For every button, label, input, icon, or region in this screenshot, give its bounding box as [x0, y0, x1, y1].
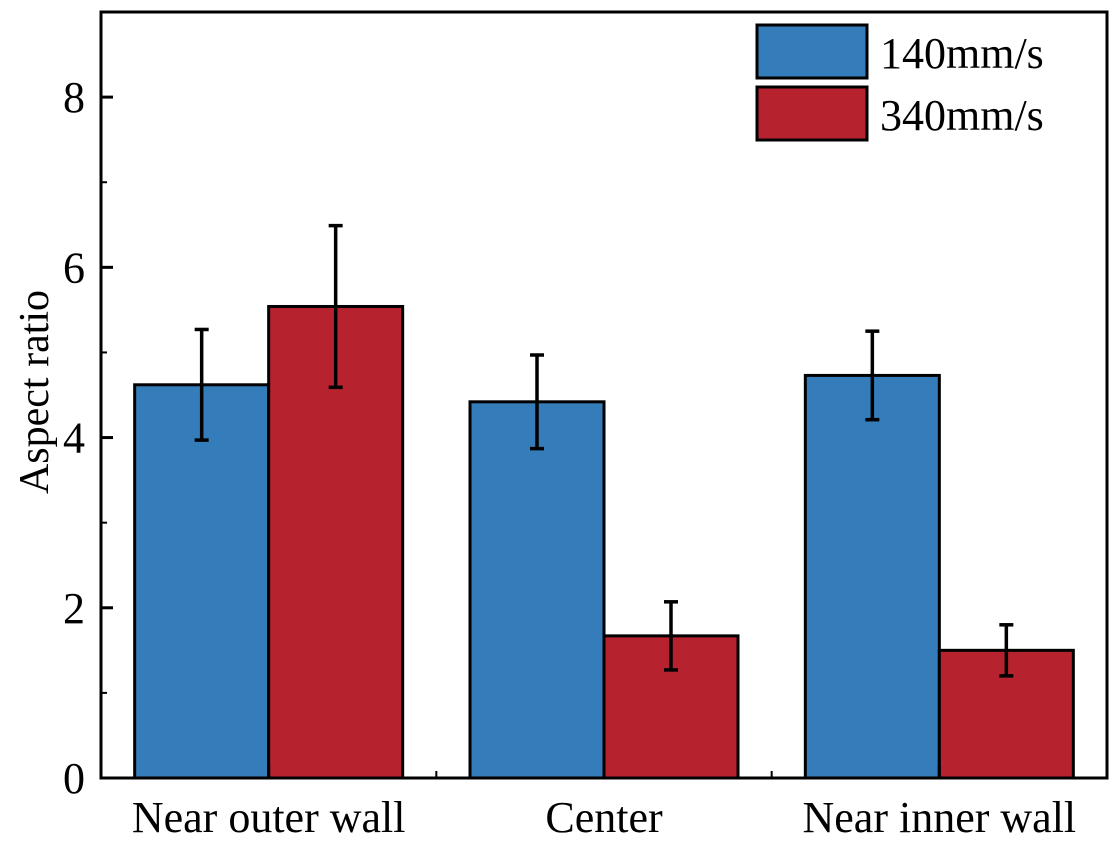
x-category-label-1: Center: [545, 793, 663, 842]
x-category-label-2: Near inner wall: [803, 793, 1077, 842]
legend-label-340: 340mm/s: [880, 91, 1044, 140]
y-tick-label-8: 8: [63, 73, 85, 122]
y-tick-label-2: 2: [63, 584, 85, 633]
bar-140-2: [803, 373, 941, 780]
y-tick-label-0: 0: [63, 754, 85, 803]
legend-label-140: 140mm/s: [880, 29, 1044, 78]
bar-140-0: [133, 383, 271, 780]
legend-swatch-140: [755, 23, 869, 80]
y-tick-label-4: 4: [63, 414, 85, 463]
error-bars-layer: [194, 223, 1014, 678]
legend-swatch-340: [755, 85, 869, 142]
x-category-label-0: Near outer wall: [132, 793, 406, 842]
bar-140-1: [468, 400, 606, 780]
legend: 140mm/s 340mm/s: [755, 23, 1044, 142]
axis-layer: 0 2 4 6 8 Near outer wall Center Near inner wal…: [63, 73, 1076, 842]
bars-layer: [133, 304, 1075, 780]
y-axis-title: Aspect ratio: [12, 290, 58, 494]
y-tick-label-6: 6: [63, 243, 85, 292]
